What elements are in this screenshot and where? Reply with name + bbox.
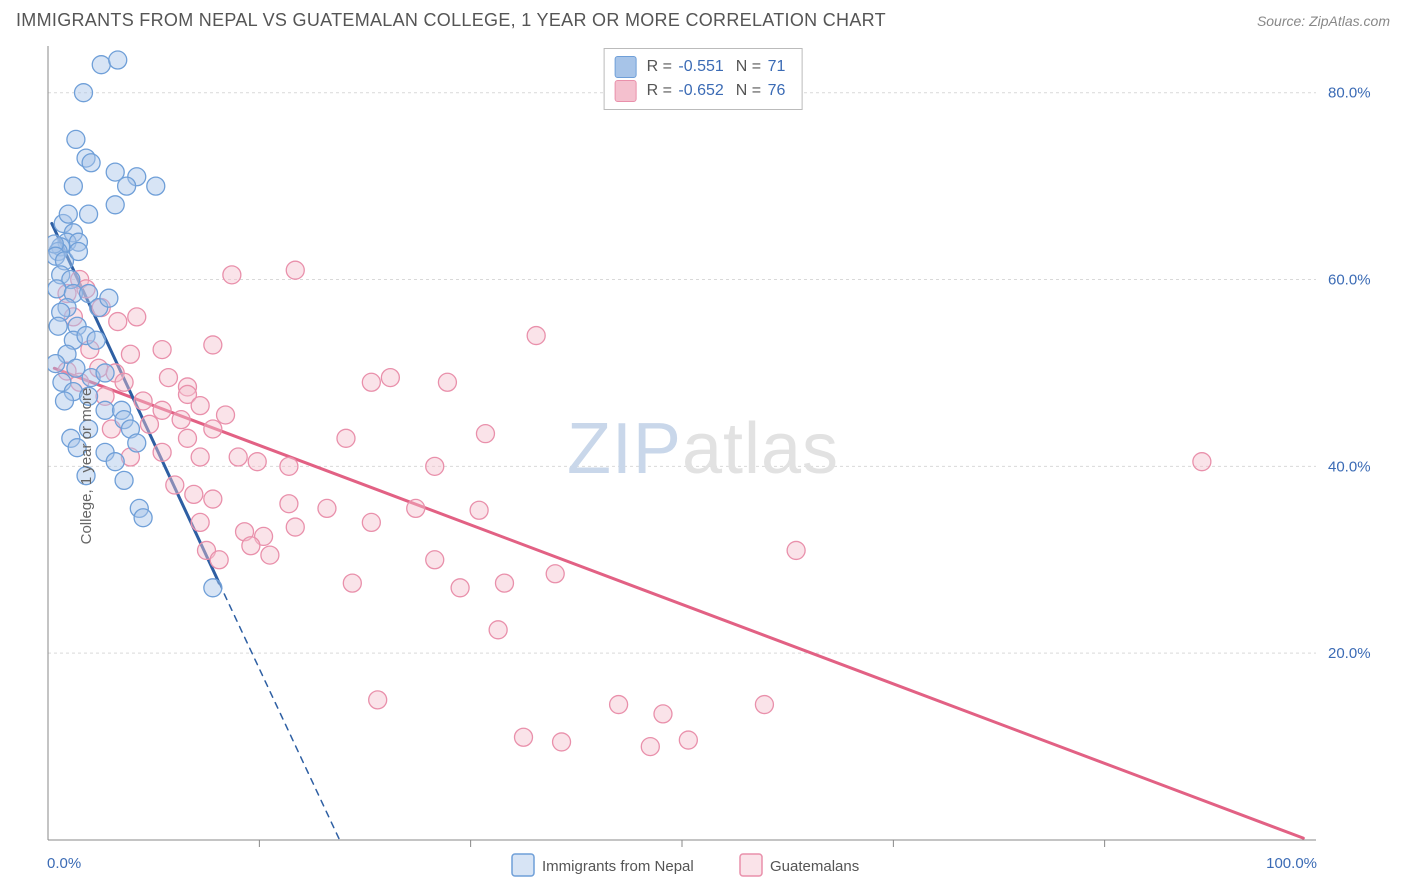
r-value-b: -0.652 — [676, 82, 725, 99]
svg-text:20.0%: 20.0% — [1328, 645, 1371, 662]
svg-text:40.0%: 40.0% — [1328, 458, 1371, 475]
n-label-a: N = — [736, 58, 761, 75]
n-value-a: 71 — [766, 58, 788, 75]
n-label-b: N = — [736, 82, 761, 99]
stats-row-b: R = -0.652 N = 76 — [615, 79, 788, 103]
n-value-b: 76 — [766, 82, 788, 99]
stats-legend: R = -0.551 N = 71 R = -0.652 N = 76 — [604, 48, 803, 110]
r-label-a: R = — [647, 58, 672, 75]
svg-text:60.0%: 60.0% — [1328, 272, 1371, 289]
chart-header: IMMIGRANTS FROM NEPAL VS GUATEMALAN COLL… — [0, 0, 1406, 37]
chart-area: College, 1 year or more ZIPatlas R = -0.… — [0, 40, 1406, 892]
svg-text:Immigrants from Nepal: Immigrants from Nepal — [542, 858, 694, 875]
svg-text:0.0%: 0.0% — [47, 855, 81, 872]
y-axis-label: College, 1 year or more — [78, 388, 95, 545]
scatter-plot-svg: 20.0% 40.0% 60.0% 80.0% 0.0% 100.0% Immigrants… — [0, 40, 1406, 892]
svg-text:Guatemalans: Guatemalans — [770, 858, 859, 875]
r-value-a: -0.551 — [676, 58, 725, 75]
r-label-b: R = — [647, 82, 672, 99]
svg-text:100.0%: 100.0% — [1266, 855, 1317, 872]
chart-title: IMMIGRANTS FROM NEPAL VS GUATEMALAN COLL… — [16, 10, 886, 31]
stats-row-a: R = -0.551 N = 71 — [615, 55, 788, 79]
stats-swatch-b — [615, 80, 637, 102]
svg-text:80.0%: 80.0% — [1328, 85, 1371, 102]
chart-source: Source: ZipAtlas.com — [1257, 13, 1390, 29]
stats-swatch-a — [615, 56, 637, 78]
